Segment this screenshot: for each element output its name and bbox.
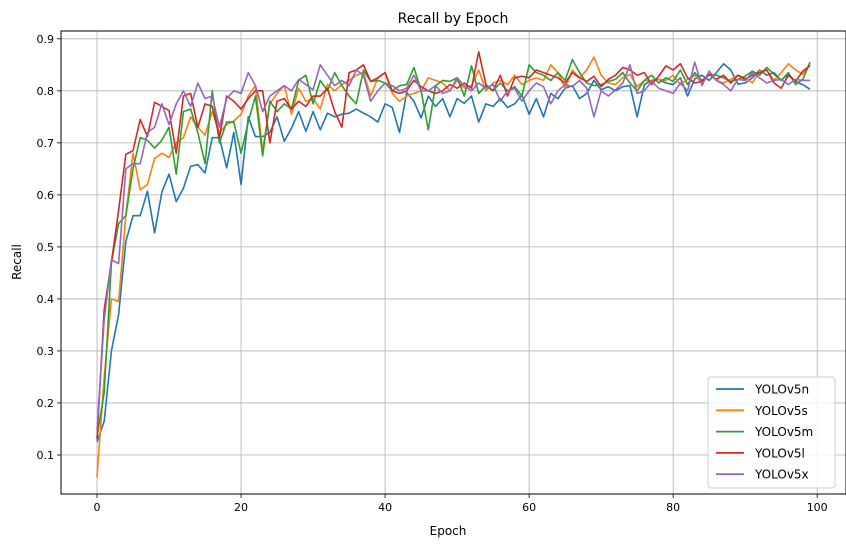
- y-tick-label: 0.6: [37, 189, 55, 202]
- y-axis-label: Recall: [10, 244, 24, 280]
- plot-frame: [60, 30, 846, 495]
- y-tick-label: 0.7: [37, 137, 55, 150]
- legend-label: YOLOv5x: [754, 468, 809, 482]
- legend-label: YOLOv5n: [754, 383, 809, 397]
- x-tick-label: 40: [378, 501, 392, 514]
- legend-label: YOLOv5s: [754, 404, 808, 418]
- y-tick-label: 0.5: [37, 241, 55, 254]
- chart-title: Recall by Epoch: [398, 11, 509, 27]
- x-tick-label: 80: [666, 501, 680, 514]
- legend-box: [707, 376, 836, 489]
- grid-lines: [61, 31, 846, 494]
- legend: YOLOv5n YOLOv5s YOLOv5m YOLOv5l YOLOv5x: [707, 376, 836, 489]
- y-axis-ticks: 0.1 0.2 0.3 0.4 0.5 0.6 0.7 0.8 0.9: [37, 33, 61, 462]
- x-tick-label: 20: [234, 501, 248, 514]
- y-tick-label: 0.4: [37, 293, 55, 306]
- x-tick-label: 0: [94, 501, 101, 514]
- series-line-yolov5x: [96, 61, 810, 431]
- x-axis-ticks: 0 20 40 60 80 100: [94, 494, 828, 514]
- series-line-yolov5l: [96, 51, 811, 440]
- y-tick-label: 0.9: [37, 33, 55, 46]
- series-line-yolov5n: [96, 62, 811, 443]
- x-axis-label: Epoch: [430, 524, 467, 538]
- series-lines: [96, 51, 811, 478]
- y-tick-label: 0.8: [37, 85, 55, 98]
- x-tick-label: 100: [807, 501, 828, 514]
- y-tick-label: 0.1: [37, 449, 55, 462]
- legend-label: YOLOv5m: [754, 425, 813, 439]
- x-tick-label: 60: [522, 501, 536, 514]
- y-tick-label: 0.3: [37, 345, 55, 358]
- y-tick-label: 0.2: [37, 397, 55, 410]
- legend-label: YOLOv5l: [754, 446, 805, 460]
